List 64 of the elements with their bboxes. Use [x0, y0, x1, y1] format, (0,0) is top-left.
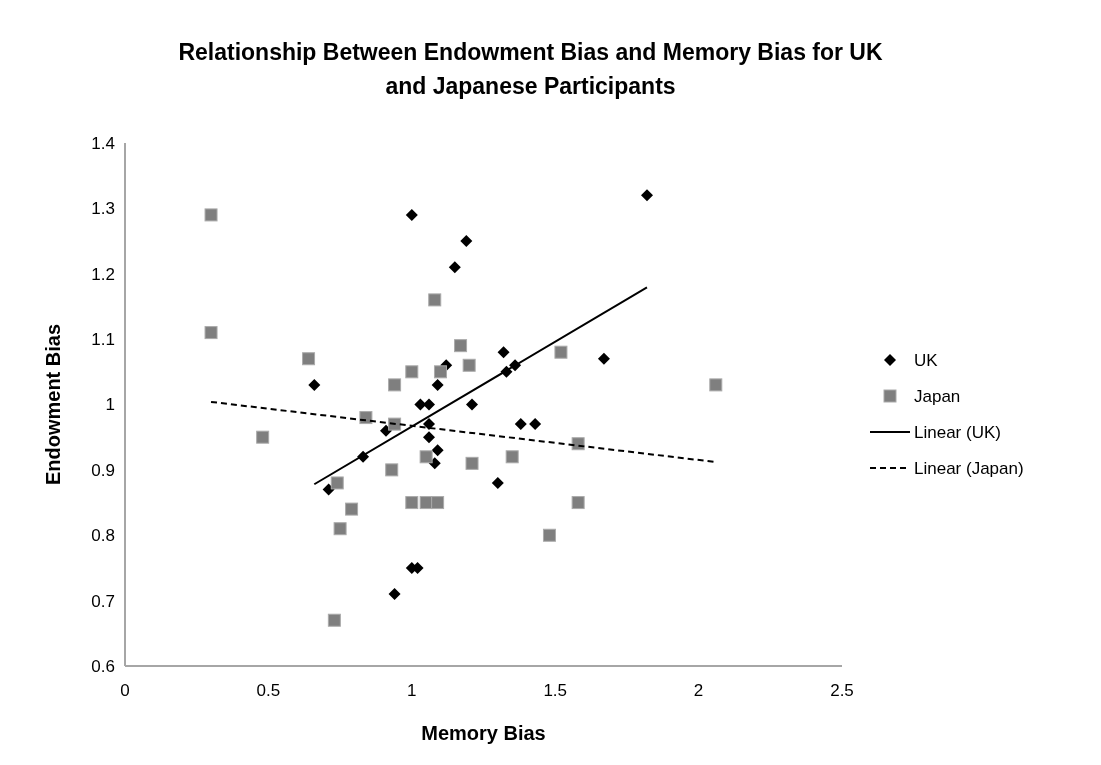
point: [256, 430, 270, 444]
point: [405, 496, 419, 510]
legend-label: Japan: [914, 386, 961, 406]
point: [466, 398, 479, 411]
point: [428, 293, 442, 307]
point: [423, 431, 436, 444]
point: [529, 418, 542, 431]
y-tick-label: 0.7: [91, 591, 115, 611]
point: [345, 502, 359, 516]
y-tick-label: 0.9: [91, 460, 115, 480]
point: [454, 339, 468, 353]
point: [423, 398, 436, 411]
x-tick-label: 0.5: [256, 681, 281, 700]
point: [448, 261, 461, 274]
point: [505, 450, 519, 464]
point: [597, 352, 610, 365]
point: [554, 345, 568, 359]
point: [514, 418, 527, 431]
x-tick-label: 1.5: [543, 681, 568, 700]
y-tick-label: 1: [105, 395, 115, 415]
y-tick-label: 1.3: [91, 199, 115, 219]
point: [330, 476, 344, 490]
point: [405, 365, 419, 379]
y-axis-title: Endowment Bias: [42, 323, 64, 486]
point: [433, 365, 447, 379]
point: [431, 496, 445, 510]
point: [204, 208, 218, 222]
point: [308, 378, 321, 391]
point: [431, 378, 444, 391]
y-tick-label: 0.6: [91, 656, 115, 676]
legend-label: Linear (Japan): [914, 458, 1024, 478]
point: [405, 208, 418, 221]
point: [423, 418, 436, 431]
y-tick-label: 1.2: [91, 264, 115, 284]
point: [388, 378, 402, 392]
chart-title: Relationship Between Endowment Bias and Memory Bias for UK and Japanese Participants: [178, 39, 883, 99]
point: [419, 450, 433, 464]
x-tick-label: 2: [693, 681, 704, 700]
point: [462, 358, 476, 372]
point: [204, 326, 218, 340]
y-tick-label: 0.8: [91, 526, 115, 546]
point: [419, 496, 433, 510]
point: [497, 346, 510, 359]
point: [460, 235, 473, 248]
y-tick-label: 1.4: [91, 133, 115, 153]
x-tick-label: 2.5: [830, 681, 854, 700]
point: [385, 463, 399, 477]
x-tick-label: 1: [407, 681, 417, 700]
point: [388, 588, 401, 601]
y-tick-label: 1.1: [91, 330, 115, 350]
point: [709, 378, 723, 392]
point: [465, 456, 479, 470]
point: [302, 352, 316, 366]
point: [571, 496, 585, 510]
point: [431, 444, 444, 457]
point: [542, 528, 556, 542]
point: [491, 476, 504, 489]
x-axis-title: Memory Bias: [421, 722, 546, 744]
point: [640, 189, 653, 202]
x-tick-label: 0: [120, 681, 130, 700]
legend-label: UK: [914, 350, 939, 370]
point: [327, 613, 341, 627]
legend-label: Linear (UK): [914, 422, 1001, 442]
point: [333, 522, 347, 536]
